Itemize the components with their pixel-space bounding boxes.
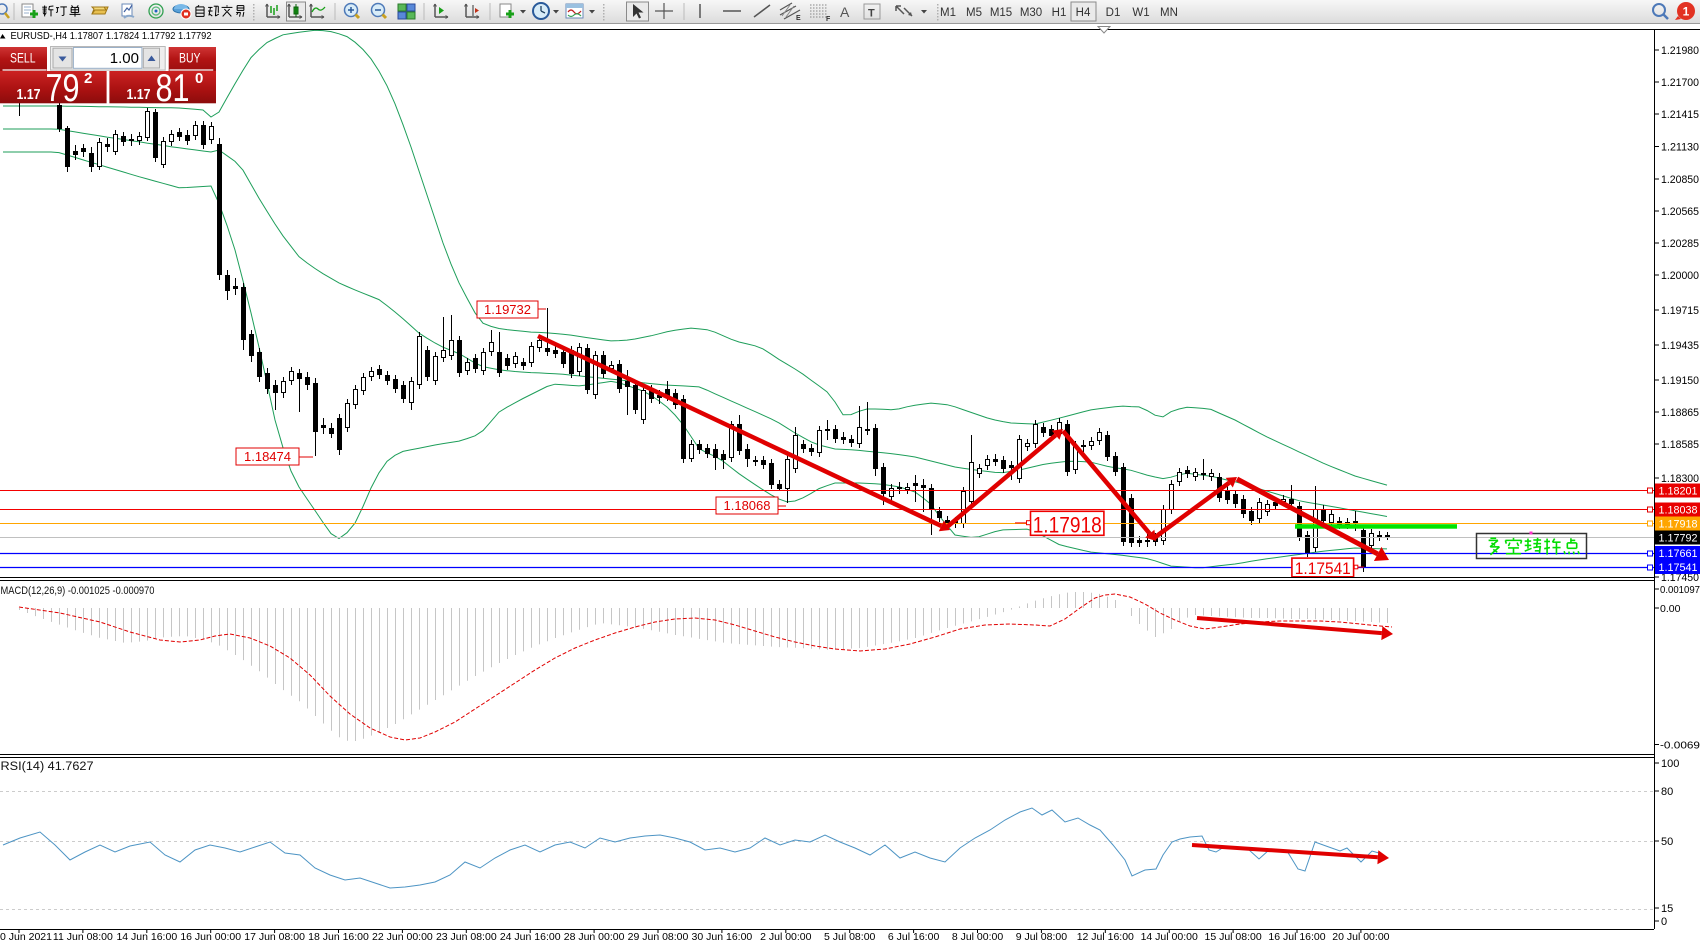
svg-text:17 Jun 08:00: 17 Jun 08:00 (244, 931, 305, 942)
svg-text:11 Jun 08:00: 11 Jun 08:00 (53, 931, 113, 942)
svg-text:T: T (868, 8, 875, 20)
svg-text:MACD(12,26,9) -0.001025 -0.000: MACD(12,26,9) -0.001025 -0.000970 (1, 585, 155, 597)
svg-text:14 Jun 16:00: 14 Jun 16:00 (116, 931, 177, 942)
svg-text:100: 100 (1661, 758, 1679, 770)
svg-text:15: 15 (1661, 903, 1673, 915)
svg-text:23 Jun 08:00: 23 Jun 08:00 (436, 931, 497, 942)
svg-text:-0.0069: -0.0069 (1660, 739, 1700, 751)
svg-text:D1: D1 (1106, 7, 1121, 19)
svg-text:1.17541: 1.17541 (1659, 562, 1698, 574)
svg-text:1.21980: 1.21980 (1661, 45, 1699, 57)
svg-text:1.19150: 1.19150 (1661, 375, 1699, 387)
svg-text:5 Jul 08:00: 5 Jul 08:00 (824, 931, 876, 942)
svg-text:M30: M30 (1020, 7, 1042, 19)
svg-text:1.19435: 1.19435 (1661, 340, 1699, 352)
svg-text:20 Jul 00:00: 20 Jul 00:00 (1332, 931, 1389, 942)
svg-text:24 Jun 16:00: 24 Jun 16:00 (500, 931, 561, 942)
svg-text:0: 0 (1661, 916, 1667, 928)
svg-text:14 Jul 00:00: 14 Jul 00:00 (1141, 931, 1198, 942)
svg-text:18 Jun 16:00: 18 Jun 16:00 (308, 931, 369, 942)
svg-text:1.21415: 1.21415 (1661, 109, 1699, 121)
svg-text:1.20565: 1.20565 (1661, 206, 1699, 218)
svg-text:1.19732: 1.19732 (484, 302, 531, 317)
svg-text:1.17661: 1.17661 (1659, 548, 1698, 560)
svg-text:E: E (796, 15, 801, 22)
svg-text:1.17792: 1.17792 (1659, 533, 1698, 545)
svg-text:1.00: 1.00 (110, 50, 139, 67)
svg-text:RSI(14) 41.7627: RSI(14) 41.7627 (1, 761, 94, 773)
svg-text:15 Jul 08:00: 15 Jul 08:00 (1204, 931, 1261, 942)
svg-text:1.18068: 1.18068 (724, 498, 771, 513)
svg-text:BUY: BUY (179, 50, 201, 66)
svg-text:1.18474: 1.18474 (244, 449, 291, 464)
svg-text:1.17541: 1.17541 (1295, 559, 1351, 578)
svg-text:M5: M5 (966, 7, 982, 19)
svg-text:1.19715: 1.19715 (1661, 305, 1699, 317)
svg-text:29 Jun 08:00: 29 Jun 08:00 (628, 931, 689, 942)
svg-text:F: F (826, 16, 831, 23)
svg-text:16 Jul 16:00: 16 Jul 16:00 (1268, 931, 1325, 942)
svg-text:1.18865: 1.18865 (1661, 407, 1699, 419)
svg-text:1: 1 (1683, 5, 1690, 19)
svg-text:1.18300: 1.18300 (1661, 473, 1699, 485)
svg-text:1.18201: 1.18201 (1659, 486, 1698, 498)
svg-text:1.20850: 1.20850 (1661, 174, 1699, 186)
svg-text:22 Jun 00:00: 22 Jun 00:00 (372, 931, 433, 942)
svg-text:0.00: 0.00 (1660, 603, 1681, 615)
svg-text:1.17918: 1.17918 (1659, 519, 1698, 531)
svg-text:1.17: 1.17 (17, 86, 41, 103)
svg-text:30 Jun 16:00: 30 Jun 16:00 (692, 931, 753, 942)
svg-text:2: 2 (84, 70, 92, 87)
svg-text:2 Jul 00:00: 2 Jul 00:00 (760, 931, 812, 942)
svg-text:1.20285: 1.20285 (1661, 238, 1699, 250)
svg-text:1.21130: 1.21130 (1661, 141, 1699, 153)
svg-text:H4: H4 (1076, 7, 1091, 19)
svg-text:1.17918: 1.17918 (1033, 512, 1102, 537)
svg-text:W1: W1 (1132, 7, 1149, 19)
svg-text:50: 50 (1661, 836, 1673, 848)
svg-text:M15: M15 (990, 7, 1012, 19)
svg-text:M1: M1 (940, 7, 956, 19)
svg-text:0 Jun 2021: 0 Jun 2021 (0, 931, 52, 942)
svg-text:28 Jun 00:00: 28 Jun 00:00 (564, 931, 625, 942)
svg-text:1.18585: 1.18585 (1661, 439, 1699, 451)
svg-text:EURUSD-,H4 1.17807 1.17824 1.1: EURUSD-,H4 1.17807 1.17824 1.17792 1.177… (11, 31, 212, 42)
svg-text:SELL: SELL (10, 50, 36, 66)
svg-text:1.18038: 1.18038 (1659, 505, 1698, 517)
svg-text:0: 0 (195, 70, 203, 87)
svg-text:8 Jul 00:00: 8 Jul 00:00 (952, 931, 1004, 942)
svg-text:MN: MN (1160, 7, 1178, 19)
svg-text:A: A (840, 4, 850, 20)
svg-text:0.001097: 0.001097 (1660, 584, 1700, 596)
svg-text:1.17: 1.17 (127, 86, 151, 103)
svg-text:16 Jun 00:00: 16 Jun 00:00 (180, 931, 241, 942)
svg-text:81: 81 (156, 67, 190, 110)
svg-text:H1: H1 (1052, 7, 1067, 19)
svg-text:1.20000: 1.20000 (1661, 270, 1699, 282)
svg-text:80: 80 (1661, 786, 1673, 798)
svg-text:1.21700: 1.21700 (1661, 77, 1699, 89)
svg-text:79: 79 (46, 67, 80, 110)
svg-text:6 Jul 16:00: 6 Jul 16:00 (888, 931, 940, 942)
svg-text:1.17450: 1.17450 (1661, 572, 1699, 584)
svg-text:9 Jul 08:00: 9 Jul 08:00 (1016, 931, 1068, 942)
svg-text:12 Jul 16:00: 12 Jul 16:00 (1077, 931, 1134, 942)
